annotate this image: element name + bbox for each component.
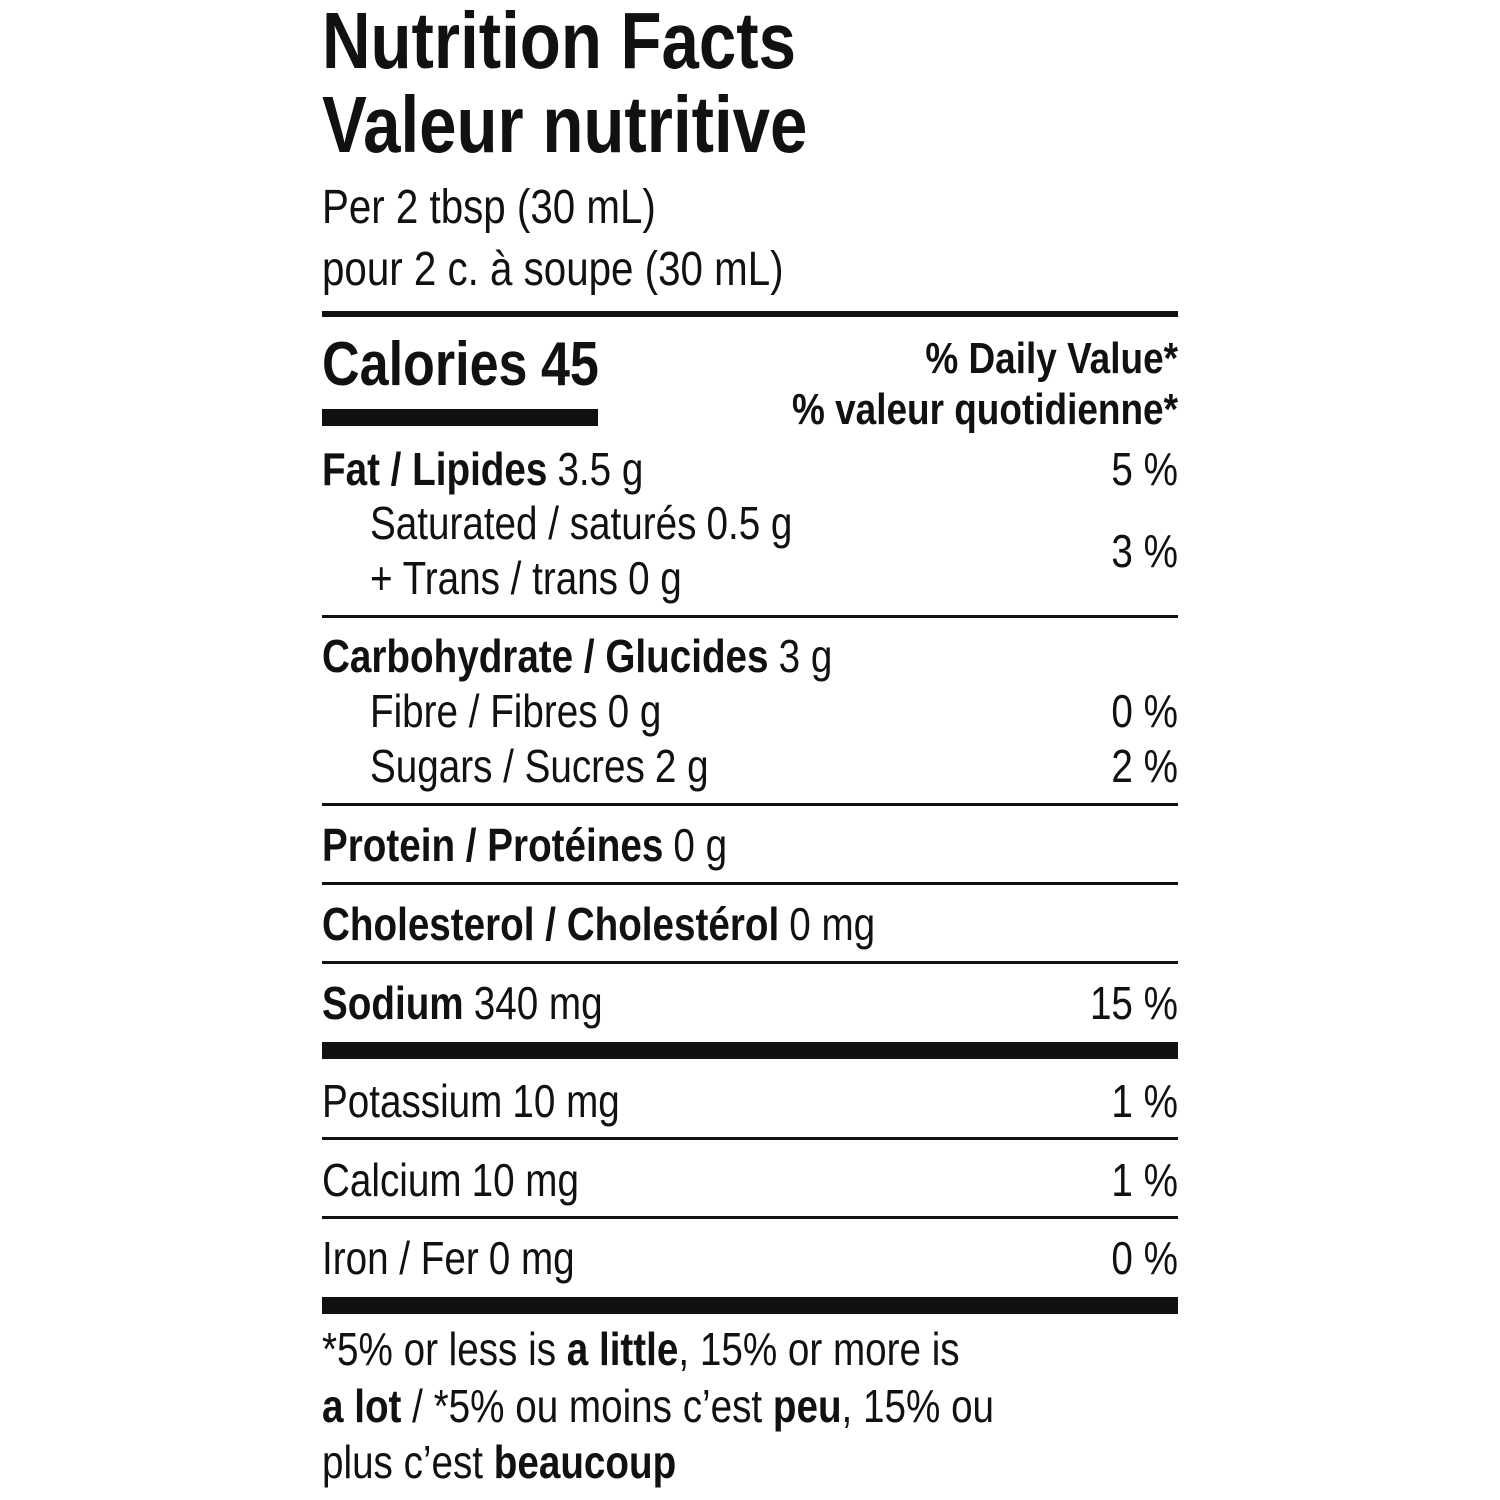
nutrient-name: Potassium — [322, 1076, 502, 1127]
daily-value: 1 % — [1111, 1155, 1178, 1206]
nutrient-amount: 0 g — [608, 686, 662, 737]
calories-label: Calories — [322, 330, 528, 399]
nutrient-row: Fibre / Fibres 0 g — [370, 686, 661, 737]
nutrient-row: Sodium 340 mg — [322, 978, 603, 1029]
serving-size: Per 2 tbsp (30 mL) — [322, 181, 656, 234]
nutrient-name: Fat / Lipides — [322, 444, 547, 495]
footnote-text: , 15% ou — [842, 1381, 994, 1432]
nutrient-amount: 0 g — [628, 553, 682, 604]
nutrient-row: Cholesterol / Cholestérol 0 mg — [322, 899, 875, 950]
rule — [322, 803, 1178, 806]
nutrient-name: Fibre / Fibres — [370, 686, 598, 737]
nutrient-name: Calcium — [322, 1155, 462, 1206]
daily-value: 2 % — [1111, 741, 1178, 792]
daily-value: 1 % — [1111, 1076, 1178, 1127]
rule — [322, 615, 1178, 618]
nutrient-amount: 0 g — [673, 820, 727, 871]
footnote-text: beaucoup — [494, 1437, 676, 1488]
title: Valeur nutritive — [322, 79, 807, 169]
footnote-text: , 15% or more is — [678, 1324, 959, 1375]
calories-bar — [322, 409, 598, 426]
nutrient-amount: 3 g — [779, 631, 833, 682]
thick-rule — [322, 1042, 1178, 1059]
footnote-text: peu — [773, 1381, 842, 1432]
footnote-text: *5% or less is — [322, 1324, 567, 1375]
calories: Calories 45 — [322, 330, 599, 399]
nutrient-amount: 3.5 g — [557, 444, 643, 495]
nutrient-amount: 0 mg — [789, 899, 875, 950]
title: Nutrition Facts — [322, 0, 796, 85]
footnote-text: / *5% ou moins c’est — [401, 1381, 772, 1432]
nutrient-amount: 340 mg — [474, 978, 603, 1029]
nutrient-amount: 10 mg — [512, 1076, 619, 1127]
nutrient-name: Cholesterol / Cholestérol — [322, 899, 779, 950]
daily-value: 0 % — [1111, 1233, 1178, 1284]
footnote-line: plus c’est beaucoup — [322, 1437, 676, 1488]
footnote-text: plus c’est — [322, 1437, 494, 1488]
serving-size: pour 2 c. à soupe (30 mL) — [322, 243, 784, 296]
rule — [322, 1216, 1178, 1219]
dv-header: % valeur quotidienne* — [792, 384, 1178, 434]
daily-value: 1 % — [1111, 1076, 1178, 1127]
nutrient-name: Sugars / Sucres — [370, 741, 645, 792]
daily-value: 2 % — [1111, 741, 1178, 792]
daily-value: 5 % — [1111, 444, 1178, 495]
footnote-line: *5% or less is a little, 15% or more is — [322, 1324, 960, 1375]
nutrient-row: Sugars / Sucres 2 g — [370, 741, 709, 792]
nutrient-amount: 0.5 g — [706, 498, 792, 549]
footnote-line: a lot / *5% ou moins c’est peu, 15% ou — [322, 1381, 994, 1432]
dv-header: % valeur quotidienne* — [792, 384, 1178, 434]
daily-value: 15 % — [1090, 978, 1178, 1029]
nutrient-row: Calcium 10 mg — [322, 1155, 579, 1206]
daily-value: 0 % — [1111, 686, 1178, 737]
footnote-text: a lot — [322, 1381, 401, 1432]
nutrient-row: Potassium 10 mg — [322, 1076, 620, 1127]
nutrient-row: Protein / Protéines 0 g — [322, 820, 727, 871]
daily-value: 15 % — [1090, 978, 1178, 1029]
daily-value: 0 % — [1111, 1233, 1178, 1284]
calories-value: 45 — [541, 330, 599, 399]
serving-size: Per 2 tbsp (30 mL) — [322, 181, 656, 234]
nutrient-amount: 0 mg — [489, 1233, 575, 1284]
daily-value: 0 % — [1111, 686, 1178, 737]
thick-rule — [322, 1297, 1178, 1314]
daily-value: 5 % — [1111, 444, 1178, 495]
rule — [322, 311, 1178, 317]
dv-header: % Daily Value* — [925, 333, 1178, 383]
nutrient-row: Carbohydrate / Glucides 3 g — [322, 631, 832, 682]
nutrient-row: Fat / Lipides 3.5 g — [322, 444, 643, 495]
nutrient-name: Protein / Protéines — [322, 820, 663, 871]
title: Nutrition Facts — [322, 0, 796, 85]
nutrient-row: + Trans / trans 0 g — [370, 553, 682, 604]
title: Valeur nutritive — [322, 79, 807, 169]
daily-value: 3 % — [1111, 526, 1178, 577]
rule — [322, 961, 1178, 964]
nutrient-amount: 10 mg — [472, 1155, 579, 1206]
nutrient-name: Iron / Fer — [322, 1233, 479, 1284]
nutrient-name: + Trans / trans — [370, 553, 618, 604]
daily-value: 1 % — [1111, 1155, 1178, 1206]
nutrient-name: Saturated / saturés — [370, 498, 696, 549]
nutrient-amount: 2 g — [655, 741, 709, 792]
nutrient-row: Iron / Fer 0 mg — [322, 1233, 575, 1284]
dv-header: % Daily Value* — [925, 333, 1178, 383]
serving-size: pour 2 c. à soupe (30 mL) — [322, 243, 784, 296]
nutrient-name: Carbohydrate / Glucides — [322, 631, 769, 682]
footnote-text: a little — [567, 1324, 679, 1375]
nutrient-row: Saturated / saturés 0.5 g — [370, 498, 792, 549]
rule — [322, 1137, 1178, 1140]
rule — [322, 882, 1178, 885]
nutrient-name: Sodium — [322, 978, 464, 1029]
daily-value: 3 % — [1111, 526, 1178, 577]
